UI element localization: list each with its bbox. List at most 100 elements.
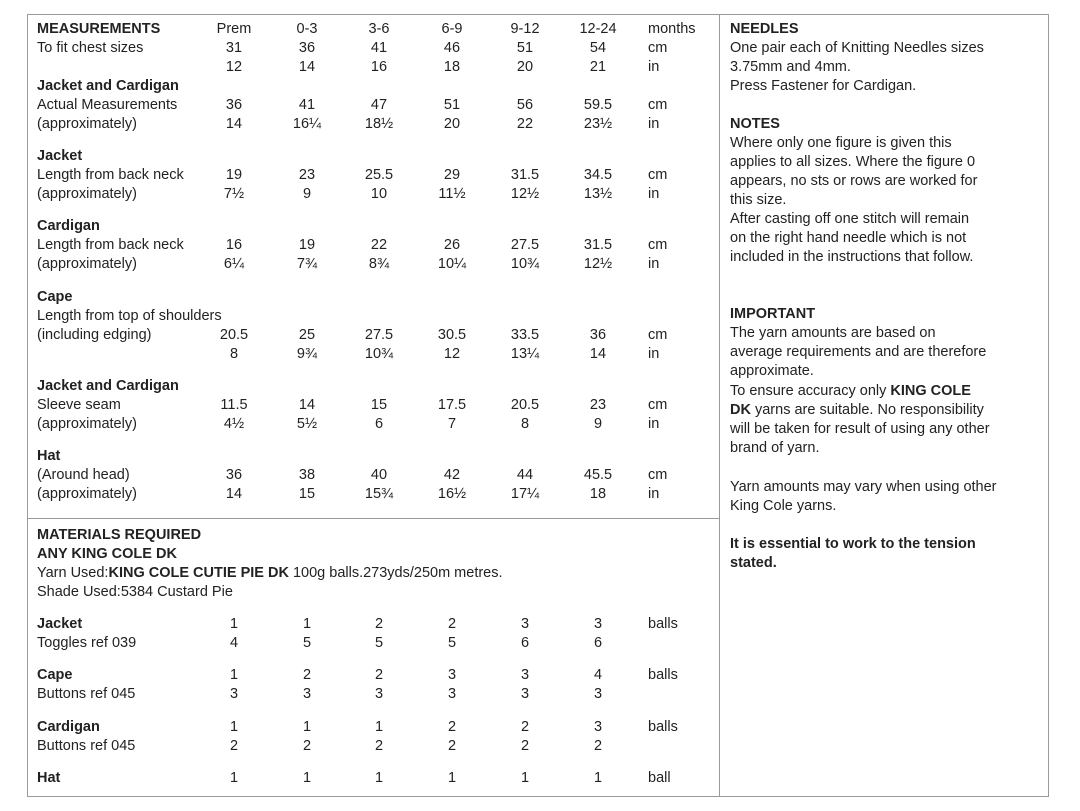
jacket-cm-value: 34.5 [583,167,613,183]
actual-in-value: 22 [516,116,534,132]
yarn-weight: DK [730,402,751,418]
material-balls-value: 1 [593,770,603,786]
material-balls-value: 2 [302,667,312,683]
actual-cm-value: 41 [298,97,316,113]
hat-sublabel: (approximately) [37,486,137,502]
sleeve-in-value: 6 [374,416,384,432]
cardigan-cm-value: 16 [225,237,243,253]
cardigan-in-value: 10¼ [437,256,467,272]
material-balls-value: 1 [374,719,384,735]
material-balls-value: 2 [520,719,530,735]
notes-text: After casting off one stitch will remain [730,211,970,227]
jacket-in-value: 7½ [223,186,245,202]
tension-text: It is essential to work to the tension [730,536,976,552]
yarn-vary-text: King Cole yarns. [730,498,837,514]
chest-in-value: 12 [225,59,243,75]
sleeve-label: Sleeve seam [37,397,121,413]
unit-cm: cm [648,397,668,413]
cape-cm-value: 30.5 [437,327,467,343]
cape-sublabel: (including edging) [37,327,152,343]
cape-in-value: 12 [443,346,461,362]
unit-cm: cm [648,40,668,56]
notes-text: on the right hand needle which is not [730,230,967,246]
chest-cm-value: 51 [516,40,534,56]
chest-label: To fit chest sizes [37,40,144,56]
cardigan-label: Length from back neck [37,237,184,253]
hat-cm-value: 45.5 [583,467,613,483]
size-header: 6-9 [441,21,463,37]
sleeve-heading: Jacket and Cardigan [37,378,179,394]
material-extra-value: 5 [374,635,384,651]
actual-in-value: 20 [443,116,461,132]
hat-in-value: 14 [225,486,243,502]
jacket-cm-value: 31.5 [510,167,540,183]
material-item-name: Hat [37,770,61,786]
jacket-cm-value: 19 [225,167,243,183]
unit-in: in [648,186,660,202]
pattern-frame [27,14,1049,797]
actual-cm-value: 59.5 [583,97,613,113]
cape-cm-value: 27.5 [364,327,394,343]
actual-cm-value: 47 [370,97,388,113]
accuracy-line: To ensure accuracy only KING COLE [730,383,971,400]
balls-unit: balls [648,616,678,632]
sleeve-cm-value: 20.5 [510,397,540,413]
actual-label: Actual Measurements [37,97,178,113]
material-balls-value: 2 [374,667,384,683]
column-divider [719,14,720,797]
size-header: 3-6 [368,21,390,37]
material-balls-value: 3 [520,667,530,683]
material-balls-value: 4 [593,667,603,683]
material-extra-value: 2 [520,738,530,754]
important-text: will be taken for result of using any ot… [730,421,990,437]
actual-heading: Jacket and Cardigan [37,78,179,94]
actual-cm-value: 51 [443,97,461,113]
unit-in: in [648,486,660,502]
measurements-title: MEASUREMENTS [37,21,161,37]
size-header: 0-3 [296,21,318,37]
material-item-name: Cape [37,667,73,683]
hat-heading: Hat [37,448,61,464]
material-extra-value: 3 [374,686,384,702]
hat-in-value: 15¾ [364,486,394,502]
sleeve-cm-value: 15 [370,397,388,413]
chest-in-value: 16 [370,59,388,75]
material-balls-value: 2 [374,616,384,632]
cape-cm-value: 25 [298,327,316,343]
material-item-name: Jacket [37,616,83,632]
material-extra-value: 3 [593,686,603,702]
needles-text: Press Fastener for Cardigan. [730,78,917,94]
chest-in-value: 14 [298,59,316,75]
material-balls-value: 3 [447,667,457,683]
yarn-used: Yarn Used:KING COLE CUTIE PIE DK 100g ba… [37,565,503,582]
balls-unit: balls [648,719,678,735]
material-balls-value: 1 [447,770,457,786]
hat-cm-value: 42 [443,467,461,483]
hat-cm-value: 44 [516,467,534,483]
cape-in-value: 14 [589,346,607,362]
cardigan-cm-value: 19 [298,237,316,253]
material-balls-value: 2 [447,719,457,735]
cape-in-value: 13¼ [510,346,540,362]
material-balls-value: 1 [374,770,384,786]
cardigan-in-value: 10¾ [510,256,540,272]
balls-unit: balls [648,667,678,683]
actual-in-value: 23½ [583,116,613,132]
important-text: The yarn amounts are based on [730,325,936,341]
unit-in: in [648,116,660,132]
jacket-in-value: 9 [302,186,312,202]
unit-cm: cm [648,467,668,483]
unit-cm: cm [648,167,668,183]
material-balls-value: 1 [302,770,312,786]
size-header: 12-24 [579,21,617,37]
unit-cm: cm [648,237,668,253]
material-extra-value: 5 [302,635,312,651]
cape-cm-value: 36 [589,327,607,343]
notes-text: Where only one figure is given this [730,135,952,151]
cardigan-cm-value: 26 [443,237,461,253]
actual-in-value: 18½ [364,116,394,132]
notes-title: NOTES [730,116,780,132]
unit-cm: cm [648,97,668,113]
sleeve-in-value: 4½ [223,416,245,432]
chest-cm-value: 36 [298,40,316,56]
